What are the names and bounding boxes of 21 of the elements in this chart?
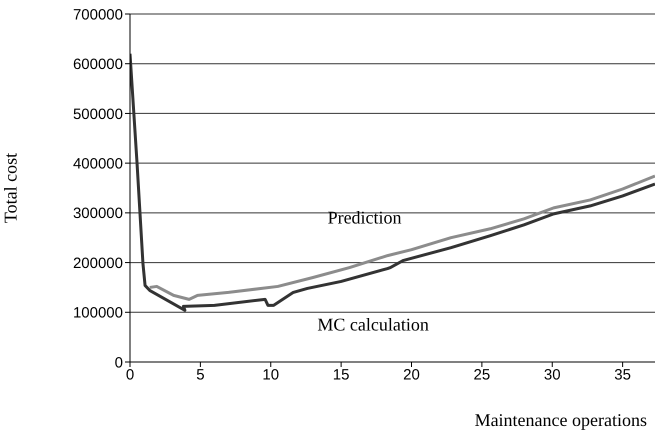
x-tick-label: 10 bbox=[262, 366, 280, 384]
x-tick-label: 0 bbox=[126, 366, 134, 384]
x-tick-label: 35 bbox=[614, 366, 631, 384]
y-tick-label: 100000 bbox=[72, 304, 123, 322]
series-label: MC calculation bbox=[317, 314, 429, 334]
y-tick-label: 600000 bbox=[72, 56, 123, 74]
x-tick-label: 30 bbox=[544, 366, 561, 384]
x-tick-label: 5 bbox=[196, 366, 205, 384]
x-tick-label: 20 bbox=[403, 366, 420, 384]
x-tick-label: 25 bbox=[474, 366, 490, 384]
y-axis-title: Total cost bbox=[0, 152, 20, 224]
series-label: Prediction bbox=[328, 208, 402, 228]
line-series bbox=[148, 174, 655, 301]
y-tick-label: 300000 bbox=[72, 205, 123, 222]
y-tick-label: 700000 bbox=[72, 6, 123, 24]
y-tick-label: 0 bbox=[114, 354, 123, 372]
y-tick-label: 200000 bbox=[72, 254, 123, 272]
y-tick-label: 500000 bbox=[72, 106, 123, 123]
x-axis-title: Maintenance operations bbox=[474, 410, 647, 430]
y-tick-label: 400000 bbox=[72, 155, 123, 172]
x-tick-label: 15 bbox=[332, 366, 350, 384]
